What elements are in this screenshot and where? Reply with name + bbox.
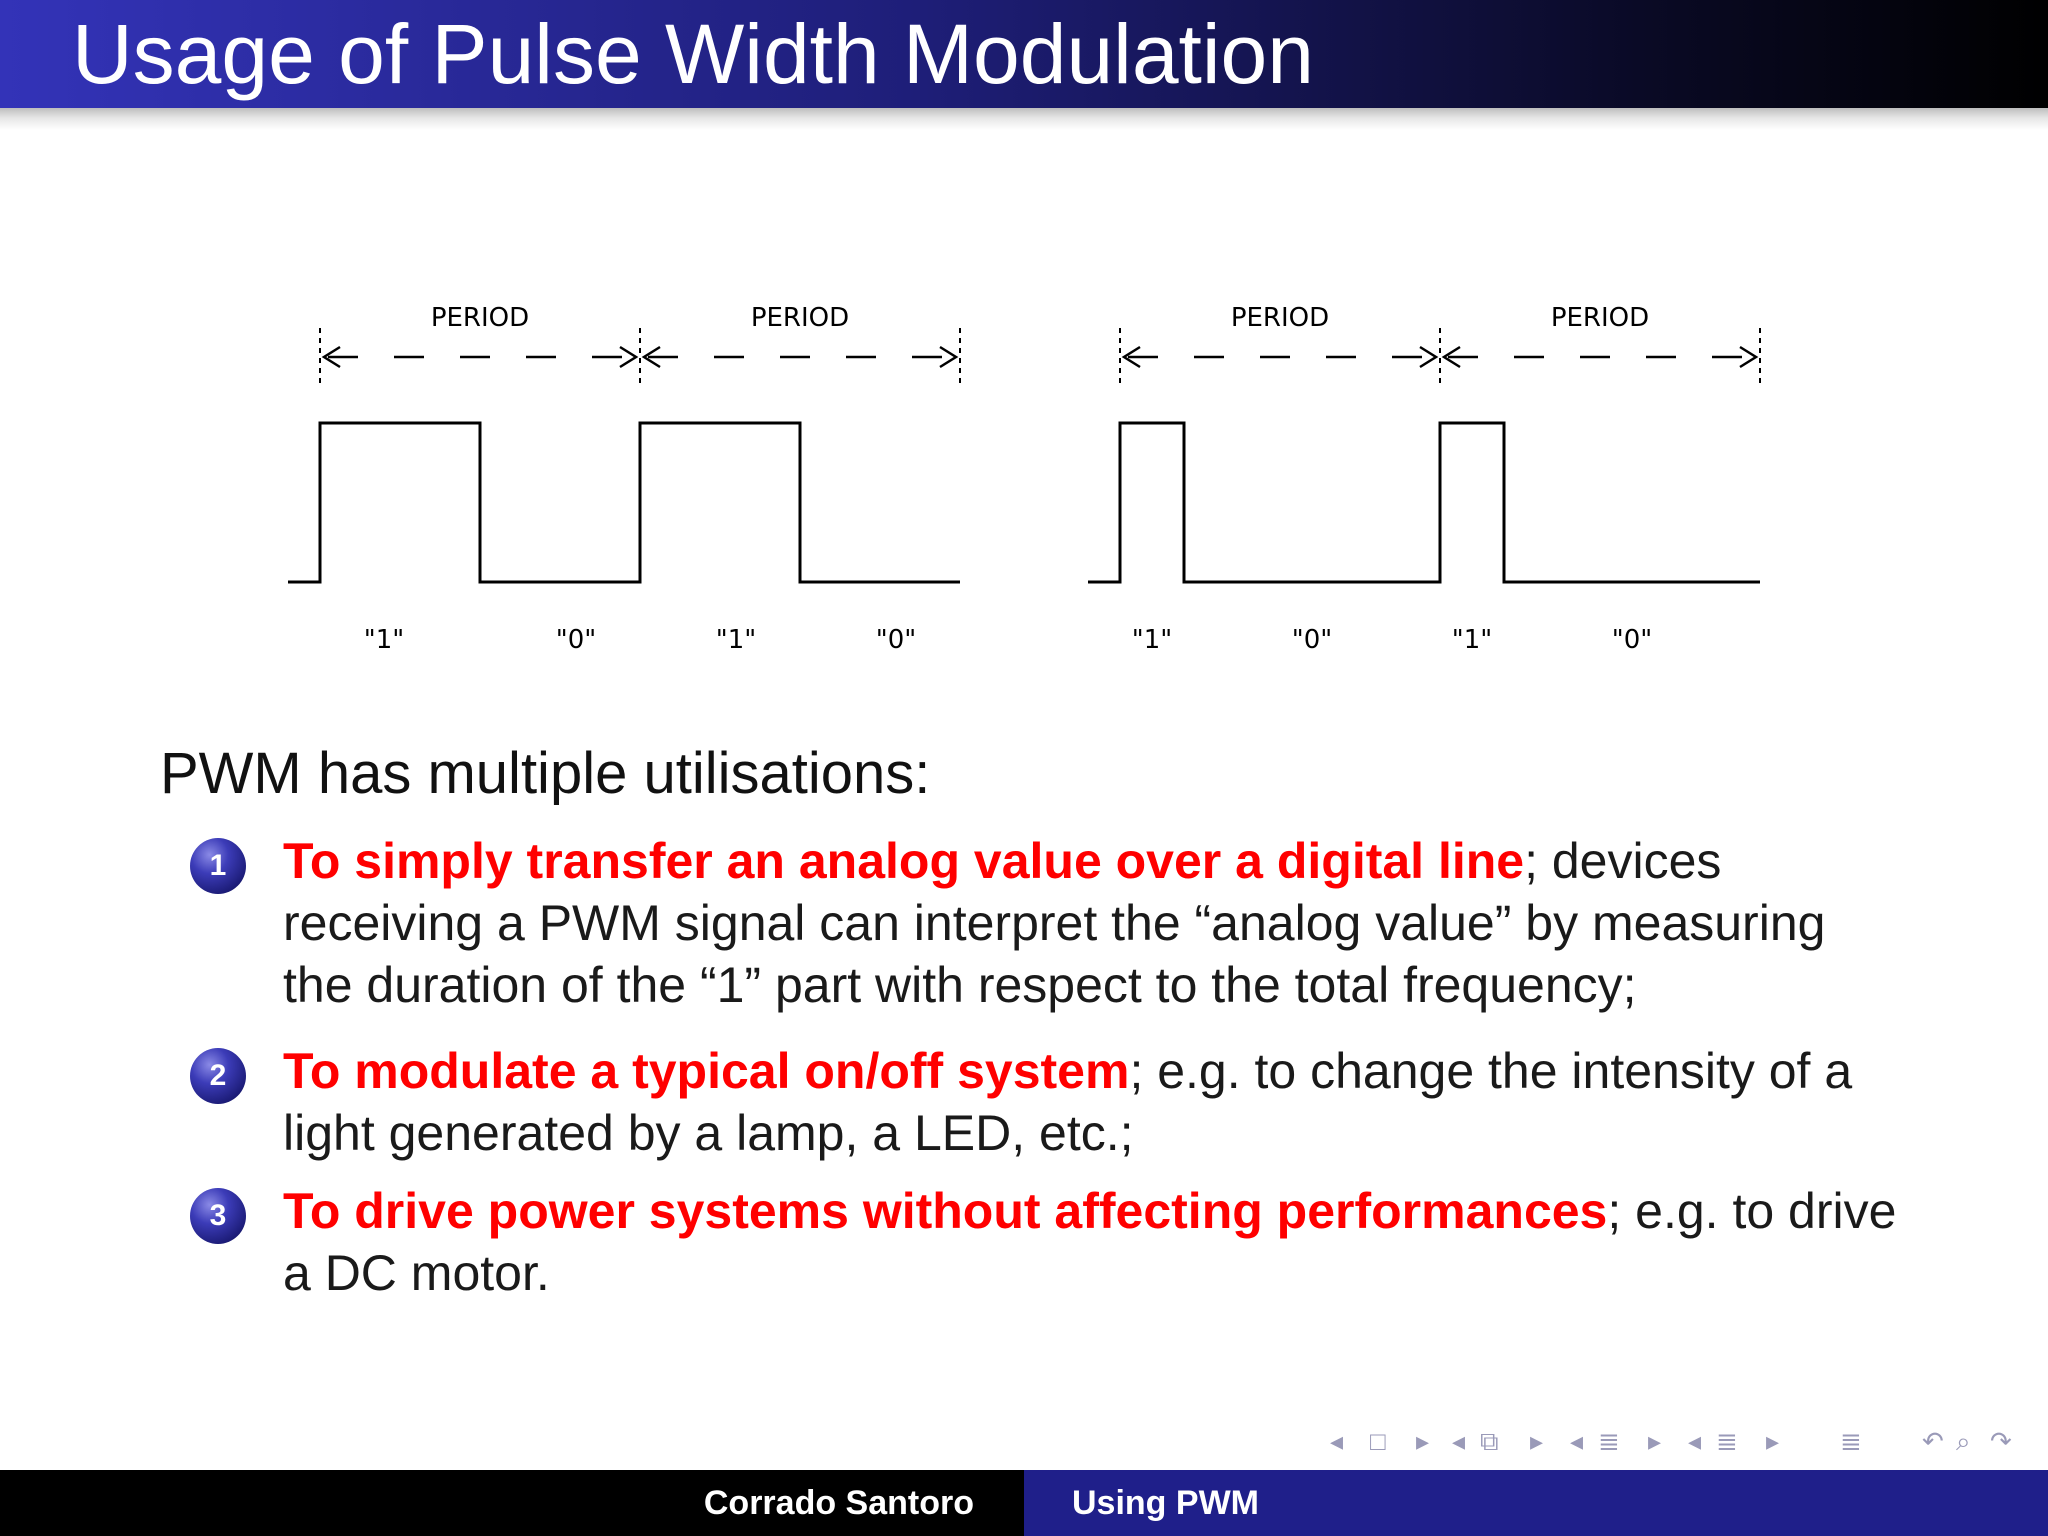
nav-prev-section-icon[interactable]: ◂	[1570, 1426, 1584, 1456]
nav-frame-icon[interactable]: □	[1370, 1426, 1386, 1456]
nav-section-icon[interactable]: ≣	[1598, 1426, 1620, 1456]
footer: Corrado Santoro Using PWM	[0, 1470, 2048, 1536]
bit-label-low: "0"	[556, 625, 596, 655]
nav-next-frame-icon[interactable]: ▸	[1416, 1426, 1430, 1456]
period-label: PERIOD	[431, 303, 529, 333]
footer-short-title: Using PWM	[1072, 1484, 1259, 1522]
footer-author: Corrado Santoro	[703, 1484, 974, 1522]
redo-icon[interactable]: ↷	[1990, 1426, 2012, 1456]
pwm-diagram: PERIOD PERIOD "1" "0" "1" "0" PERIOD PER…	[288, 303, 1761, 655]
period-arrows-left	[321, 345, 959, 369]
list-item-text: To drive power systems without affecting…	[283, 1180, 1903, 1304]
list-item-rest: ; devices receiving a PWM signal can int…	[283, 833, 1826, 1013]
period-label: PERIOD	[1231, 303, 1329, 333]
nav-prev-part-icon[interactable]: ◂	[1688, 1426, 1702, 1456]
nav-next-subsection-icon[interactable]: ▸	[1530, 1426, 1544, 1456]
list-item-text: To simply transfer an analog value over …	[283, 830, 1903, 1016]
list-item-highlight: To modulate a typical on/off system	[283, 1043, 1130, 1099]
undo-icon[interactable]: ↶	[1922, 1426, 1944, 1456]
period-arrows-right	[1121, 345, 1759, 369]
pwm-signal-left	[288, 421, 960, 584]
title-shadow	[0, 108, 2048, 130]
bit-label-high: "1"	[364, 625, 404, 655]
bit-label-low: "0"	[1292, 625, 1332, 655]
nav-subsection-icon[interactable]: ⧉	[1480, 1426, 1499, 1456]
beamer-navigation: ◂ □ ▸ ◂ ⧉ ▸ ◂ ≣ ▸ ◂ ≣ ▸ ≣ ↶ ⌕ ↷	[1330, 1424, 2030, 1458]
pwm-signal-right	[1088, 421, 1760, 584]
list-item-rest: ; e.g. to drive a DC motor.	[283, 1183, 1897, 1301]
bullet-2: 2	[190, 1048, 246, 1104]
title-bar: Usage of Pulse Width Modulation	[0, 0, 2048, 108]
pwm-waveform-left: PERIOD PERIOD "1" "0" "1" "0"	[288, 303, 961, 655]
period-label: PERIOD	[1551, 303, 1649, 333]
pwm-waveform-right: PERIOD PERIOD "1" "0" "1" "0"	[1088, 303, 1761, 655]
nav-next-part-icon[interactable]: ▸	[1766, 1426, 1780, 1456]
nav-prev-subsection-icon[interactable]: ◂	[1452, 1426, 1466, 1456]
list-item-highlight: To simply transfer an analog value over …	[283, 833, 1525, 889]
slide-title: Usage of Pulse Width Modulation	[72, 7, 1314, 101]
nav-next-section-icon[interactable]: ▸	[1648, 1426, 1662, 1456]
bit-label-high: "1"	[716, 625, 756, 655]
footer-title-box: Using PWM	[1024, 1470, 2048, 1536]
period-label: PERIOD	[751, 303, 849, 333]
bullet-3: 3	[190, 1188, 246, 1244]
nav-toc-icon[interactable]: ≣	[1840, 1426, 1862, 1456]
list-item-highlight: To drive power systems without affecting…	[283, 1183, 1608, 1239]
bit-label-low: "0"	[876, 625, 916, 655]
search-icon[interactable]: ⌕	[1956, 1426, 1971, 1456]
list-item-text: To modulate a typical on/off system; e.g…	[283, 1040, 1903, 1164]
nav-part-icon[interactable]: ≣	[1716, 1426, 1738, 1456]
intro-text: PWM has multiple utilisations:	[160, 741, 931, 806]
bullet-1: 1	[190, 838, 246, 894]
bit-label-high: "1"	[1452, 625, 1492, 655]
bit-label-low: "0"	[1612, 625, 1652, 655]
footer-author-box: Corrado Santoro	[0, 1470, 1024, 1536]
list-item-rest: ; e.g. to change the intensity of a ligh…	[283, 1043, 1853, 1161]
bit-label-high: "1"	[1132, 625, 1172, 655]
nav-prev-frame-icon[interactable]: ◂	[1330, 1426, 1344, 1456]
